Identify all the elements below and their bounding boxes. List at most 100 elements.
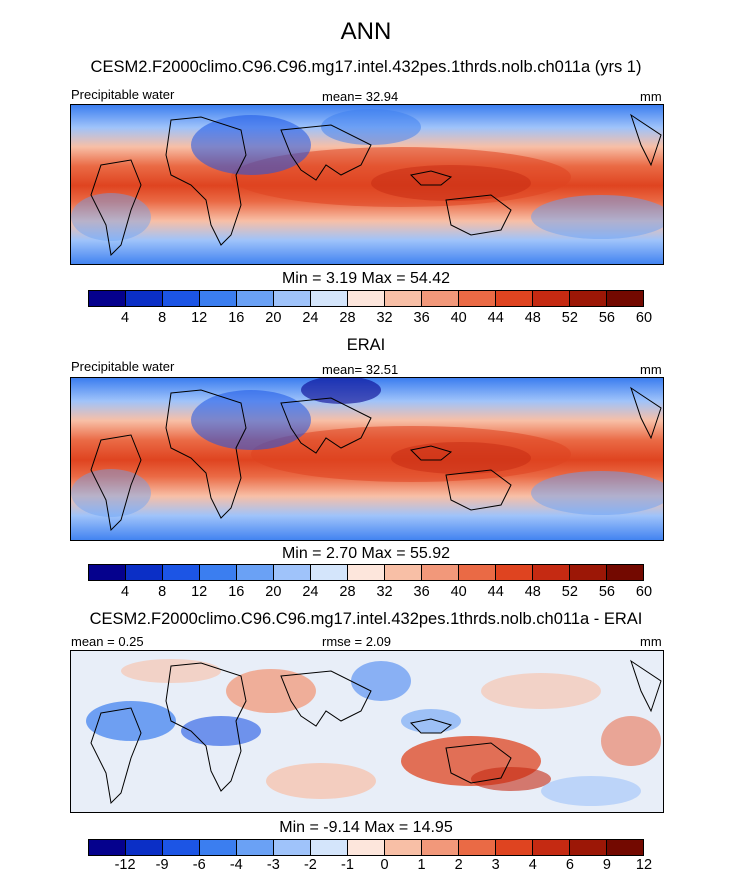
colorbar-tick-label: 56	[598, 310, 615, 326]
panel-obs-mean-label: mean= 32.51	[322, 362, 399, 377]
colorbar-tick-label: -3	[266, 857, 280, 873]
colorbar-tick-label: 40	[450, 584, 467, 600]
colorbar-tick-label: 36	[413, 310, 430, 326]
colorbar-tick-label: 24	[302, 584, 319, 600]
colorbar-tick-label: 8	[158, 584, 167, 600]
colorbar-swatch	[163, 840, 200, 855]
colorbar-tick-label: 24	[302, 310, 319, 326]
colorbar-swatch	[274, 840, 311, 855]
colorbar-tick-label: -1	[341, 857, 354, 873]
colorbar-tick-label: 12	[191, 584, 208, 600]
colorbar-swatch	[570, 840, 607, 855]
colorbar-tick-label: 6	[565, 857, 574, 873]
colorbar-tick-label: 32	[376, 584, 393, 600]
colorbar-swatch	[607, 565, 643, 580]
colorbar-tick-label: 60	[635, 310, 653, 326]
colorbar-tick-label: 4	[528, 857, 537, 873]
panel-diff-subtitle: CESM2.F2000climo.C96.C96.mg17.intel.432p…	[89, 610, 643, 628]
panel-model-mean-label: mean= 32.94	[322, 89, 399, 104]
colorbar-swatch	[459, 840, 496, 855]
panel-diff-mean-label: mean = 0.25	[71, 634, 144, 649]
panel-obs-units-label: mm	[640, 362, 662, 377]
colorbar-swatch	[200, 291, 237, 306]
colorbar-tick-label: 44	[487, 310, 504, 326]
colorbar-swatch	[126, 840, 163, 855]
colorbar-swatch	[311, 565, 348, 580]
colorbar-swatch	[311, 291, 348, 306]
colorbar-swatch	[163, 291, 200, 306]
colorbar-tick-label: 52	[561, 584, 578, 600]
colorbar-swatch	[570, 291, 607, 306]
colorbar-tick-label: 44	[487, 584, 504, 600]
colorbar-tick-label: 40	[450, 310, 467, 326]
colorbar-tick-label: 48	[524, 584, 541, 600]
panel-diff-map	[70, 650, 664, 813]
colorbar-swatch	[385, 565, 422, 580]
colorbar-swatch	[348, 565, 385, 580]
colorbar-tick-label: 60	[635, 584, 653, 600]
colorbar-swatch	[496, 291, 533, 306]
colorbar-tick-label: 8	[158, 310, 167, 326]
panel-model-variable-label: Precipitable water	[71, 87, 175, 102]
precipitable-water-map-obs	[71, 378, 663, 540]
colorbar-swatch	[533, 565, 570, 580]
precipitable-water-map-model	[71, 105, 663, 264]
colorbar-tick-label: 12	[191, 310, 208, 326]
panel-diff-rmse-label: rmse = 2.09	[322, 634, 392, 649]
colorbar-swatch	[422, 840, 459, 855]
colorbar-swatch	[422, 565, 459, 580]
colorbar-swatch	[607, 840, 643, 855]
colorbar-swatch	[533, 840, 570, 855]
colorbar-swatch	[607, 291, 643, 306]
panel-obs-minmax: Min = 2.70 Max = 55.92	[281, 545, 451, 562]
colorbar-swatch	[126, 291, 163, 306]
panel-obs-variable-label: Precipitable water	[71, 359, 175, 374]
colorbar-tick-label: 0	[380, 857, 389, 873]
colorbar-tick-label: -2	[303, 857, 317, 873]
colorbar-tick-label: 3	[491, 857, 500, 873]
colorbar-swatch	[570, 565, 607, 580]
colorbar-tick-label: 56	[598, 584, 615, 600]
panel-model-minmax: Min = 3.19 Max = 54.42	[281, 270, 451, 287]
colorbar-swatch	[274, 291, 311, 306]
colorbar-tick-label: 12	[635, 857, 653, 873]
figure-title: ANN	[340, 18, 392, 45]
colorbar-swatch	[385, 291, 422, 306]
colorbar-tick-label: 16	[228, 310, 245, 326]
panel-obs-subtitle: ERAI	[346, 336, 386, 354]
colorbar-swatch	[496, 565, 533, 580]
colorbar-tick-label: 2	[454, 857, 463, 873]
colorbar-tick-label: -9	[155, 857, 169, 873]
colorbar-swatch	[237, 291, 274, 306]
panel-diff-units-label: mm	[640, 634, 662, 649]
colorbar-tick-label: -12	[114, 857, 136, 873]
colorbar-swatch	[385, 840, 422, 855]
colorbar-swatch	[89, 291, 126, 306]
colorbar-tick-label: 48	[524, 310, 541, 326]
colorbar-tick-label: 9	[602, 857, 611, 873]
colorbar-swatch	[274, 565, 311, 580]
colorbar-tick-label: -4	[229, 857, 243, 873]
panel-model-colorbar-ticks: 4 8 12 16 20 24 28 32 36 40 44 48 52 56 60	[88, 310, 652, 328]
colorbar-swatch	[311, 840, 348, 855]
colorbar-swatch	[89, 565, 126, 580]
colorbar-swatch	[89, 840, 126, 855]
colorbar-tick-label: 32	[376, 310, 393, 326]
panel-obs-map	[70, 377, 664, 541]
colorbar-tick-label: 36	[413, 584, 430, 600]
colorbar-swatch	[163, 565, 200, 580]
colorbar-swatch	[348, 291, 385, 306]
colorbar-tick-label: 20	[265, 584, 282, 600]
colorbar-tick-label: 52	[561, 310, 578, 326]
colorbar-swatch	[459, 291, 496, 306]
colorbar-tick-label: 28	[339, 310, 356, 326]
colorbar-swatch	[237, 565, 274, 580]
colorbar-tick-label: 1	[417, 857, 426, 873]
colorbar-tick-label: 4	[121, 584, 130, 600]
colorbar-swatch	[422, 291, 459, 306]
colorbar-tick-label: 20	[265, 310, 282, 326]
panel-model-map	[70, 104, 664, 265]
colorbar-swatch	[200, 840, 237, 855]
colorbar-swatch	[348, 840, 385, 855]
panel-obs-colorbar	[88, 564, 644, 581]
